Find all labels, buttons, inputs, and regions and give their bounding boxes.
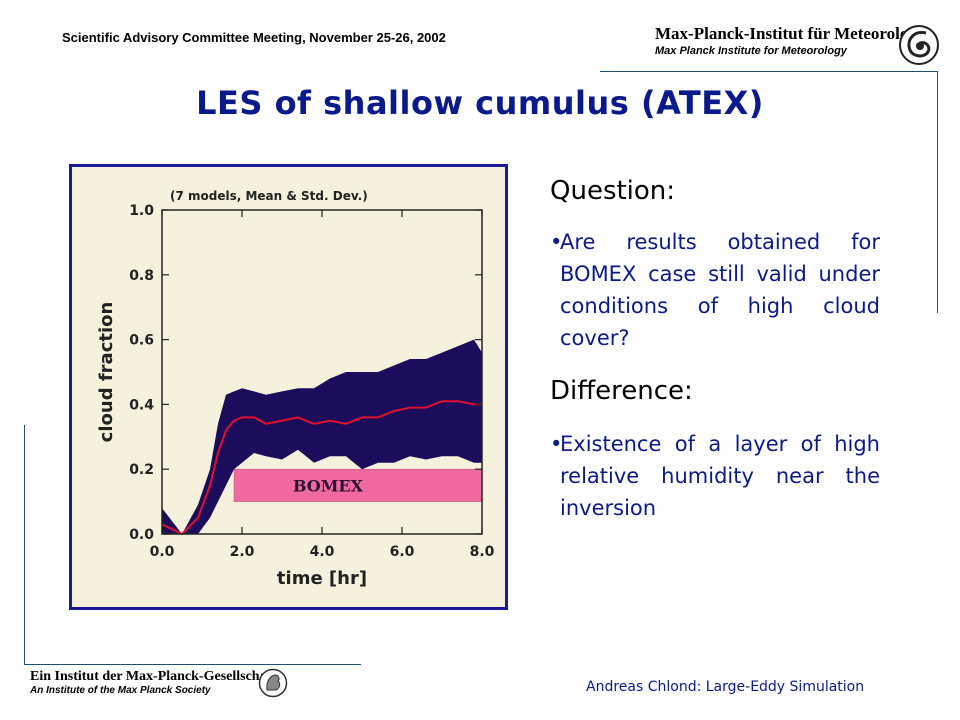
minerva-logo-icon (258, 668, 288, 698)
difference-bullet: • Existence of a layer of high relative … (550, 428, 880, 524)
difference-text: Existence of a layer of high relative hu… (560, 432, 880, 520)
question-bullet: • Are results obtained for BOMEX case st… (550, 226, 880, 354)
figure-frame: BOMEX 0.0 2.0 4.0 6.0 8.0 0.0 0.2 0.4 0.6 0.8 1.0 ti… (69, 164, 508, 610)
institute-name-en: Max Planck Institute for Meteorology (655, 45, 847, 57)
bottom-divider (24, 664, 361, 665)
bullet-marker: • (550, 230, 563, 254)
std-dev-band (162, 339, 482, 534)
x-tick-label: 4.0 (310, 544, 335, 560)
x-tick-label: 0.0 (150, 544, 175, 560)
max-planck-society-label: Ein Institut der Max-Planck-Gesellschaft… (30, 669, 276, 696)
y-tick-label: 0.6 (129, 333, 154, 349)
bomex-band (233, 468, 483, 502)
left-vertical-divider (24, 425, 25, 665)
x-tick-label: 6.0 (390, 544, 415, 560)
mean-line (161, 400, 482, 536)
meeting-header: Scientific Advisory Committee Meeting, N… (62, 30, 446, 45)
y-axis-title: cloud fraction (96, 302, 117, 443)
institute-name-de: Max-Planck-Institut für Meteorologie (655, 24, 930, 43)
x-tick-label: 2.0 (230, 544, 255, 560)
chart-annotation: (7 models, Mean & Std. Dev.) (170, 189, 368, 203)
bomex-band-label: BOMEX (293, 476, 364, 495)
author-footer: Andreas Chlond: Large-Eddy Simulation (586, 679, 865, 695)
y-tick-label: 0.4 (129, 397, 154, 413)
bullet-marker: • (550, 432, 563, 456)
society-name-de: Ein Institut der Max-Planck-Gesellschaft (30, 669, 276, 684)
y-tick-label: 0.0 (129, 527, 154, 543)
x-axis-title: time [hr] (277, 568, 367, 589)
society-name-en: An Institute of the Max Planck Society (30, 685, 211, 696)
difference-heading: Difference: (550, 376, 693, 406)
cloud-fraction-chart: BOMEX 0.0 2.0 4.0 6.0 8.0 0.0 0.2 0.4 0.6 0.8 1.0 ti… (96, 189, 495, 589)
slide-title: LES of shallow cumulus (ATEX) (196, 84, 764, 122)
right-vertical-divider (937, 71, 938, 313)
institute-name: Max-Planck-Institut für Meteorologie Max… (655, 24, 929, 57)
question-heading: Question: (550, 176, 676, 206)
mpi-meteorology-logo-icon (899, 25, 939, 65)
y-tick-label: 1.0 (129, 203, 154, 219)
top-divider (600, 71, 938, 72)
y-tick-label: 0.8 (129, 268, 154, 284)
y-tick-label: 0.2 (129, 462, 154, 478)
x-tick-label: 8.0 (470, 544, 495, 560)
question-text: Are results obtained for BOMEX case stil… (560, 230, 880, 350)
